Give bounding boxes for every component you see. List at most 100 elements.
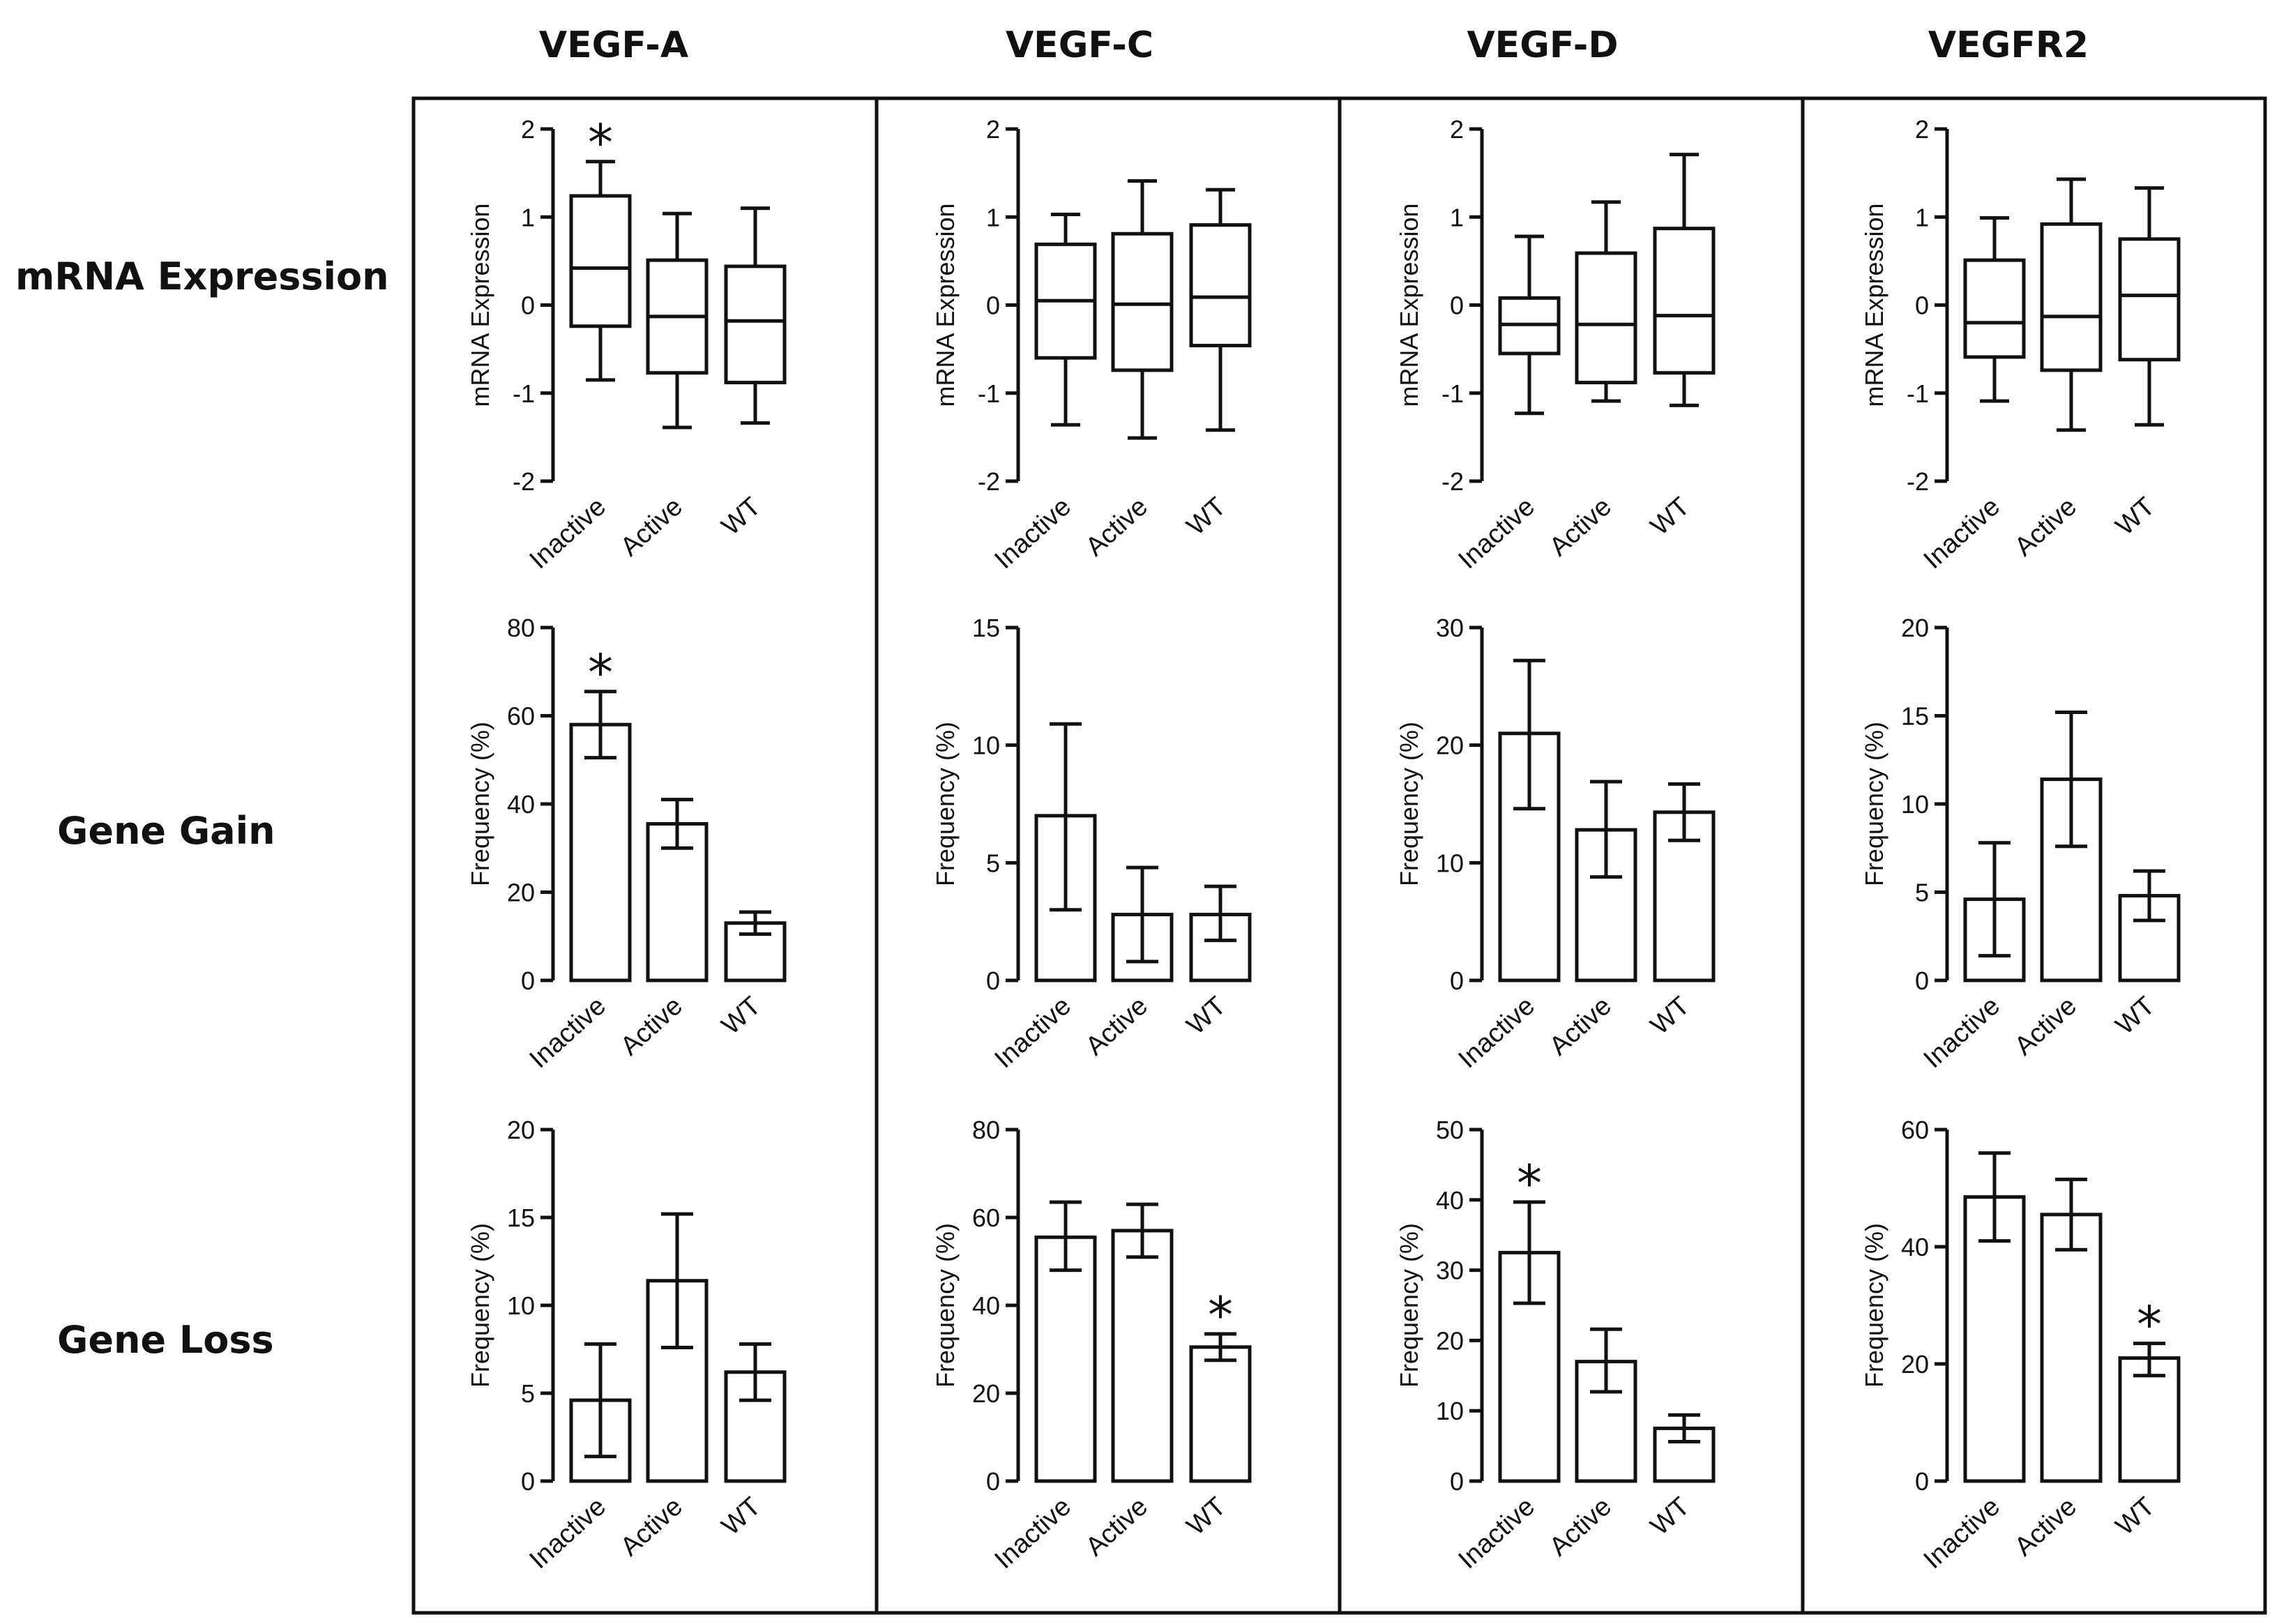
- chart-vegf-c-gene-loss-bar-inactive: [1034, 1235, 1097, 1483]
- chart-vegf-a-mrna-expression-x-tick-label-inactive: Inactive: [524, 492, 612, 575]
- chart-vegfr2-gene-loss-significance-marker-wt: *: [2137, 1296, 2162, 1354]
- chart-vegfr2-mrna-expression-y-tick-label: -1: [1907, 379, 1929, 408]
- chart-vegf-d-gene-gain-y-tick-label: 10: [1436, 849, 1464, 877]
- chart-vegf-c-gene-gain-y-tick-label: 15: [972, 614, 1000, 642]
- chart-vegfr2-gene-gain-y-tick-label: 15: [1901, 702, 1929, 731]
- chart-vegfr2-gene-gain-x-tick-label-active: Active: [2009, 991, 2082, 1061]
- chart-vegfr2-gene-loss-y-tick-label: 60: [1901, 1116, 1929, 1144]
- chart-vegf-d-gene-gain-y-tick-label: 20: [1436, 731, 1464, 760]
- chart-vegf-d-gene-loss-x-tick-label-inactive: Inactive: [1453, 1492, 1541, 1574]
- chart-vegf-d-gene-loss-significance-marker-inactive: *: [1517, 1154, 1542, 1213]
- chart-vegf-a-gene-gain-y-tick-label: 80: [507, 614, 535, 642]
- chart-vegf-d-mrna-expression-x-tick-label-wt: WT: [1645, 492, 1695, 541]
- chart-vegfr2-gene-gain-y-tick-label: 0: [1915, 966, 1929, 995]
- chart-vegf-d-mrna-expression-y-tick-label: 1: [1450, 203, 1464, 232]
- chart-vegf-a-mrna-expression-significance-marker-inactive: *: [588, 114, 613, 172]
- chart-vegf-d-gene-gain-x-tick-label-active: Active: [1544, 991, 1617, 1061]
- chart-vegf-a-gene-gain-bar-inactive: [569, 722, 632, 982]
- chart-vegf-c-gene-gain-y-axis-title: Frequency (%): [931, 722, 960, 886]
- chart-vegfr2-gene-gain-y-axis-title: Frequency (%): [1860, 722, 1888, 886]
- chart-vegf-a-gene-gain-y-tick-label: 60: [507, 702, 535, 731]
- chart-vegf-c-mrna-expression-y-tick-label: -1: [978, 379, 1000, 408]
- chart-vegf-a-gene-gain: 0 20 40 60 80 Frequency (%) * Inactive Active WT: [466, 614, 787, 1074]
- chart-vegfr2-gene-gain-x-tick-label-inactive: Inactive: [1918, 991, 2006, 1074]
- chart-vegf-d-mrna-expression-y-axis-title: mRNA Expression: [1395, 203, 1423, 407]
- chart-vegf-d-gene-loss-y-tick-label: 30: [1436, 1257, 1464, 1285]
- panel-frames: [411, 96, 2267, 1615]
- chart-vegf-c-mrna-expression-y-tick-label: 0: [986, 291, 1000, 320]
- chart-vegf-a-mrna-expression-y-tick-label: 2: [521, 115, 535, 144]
- chart-vegf-c-mrna-expression-box-active: [1111, 232, 1174, 372]
- chart-vegf-c-gene-loss: 0 20 40 60 80 Frequency (%) Inactive Active * WT: [931, 1116, 1252, 1574]
- row-title-mrna-expression: mRNA Expression: [15, 255, 389, 298]
- chart-vegf-c-mrna-expression-y-tick-label: 1: [986, 203, 1000, 232]
- chart-vegf-a-gene-loss-y-tick-label: 15: [507, 1204, 535, 1232]
- chart-vegf-c-mrna-expression-y-axis-title: mRNA Expression: [931, 203, 960, 407]
- chart-vegf-a-mrna-expression-y-tick-label: -2: [513, 467, 535, 496]
- chart-vegf-c-gene-loss-x-tick-label-inactive: Inactive: [990, 1492, 1077, 1574]
- chart-vegf-d-mrna-expression-y-tick-label: -2: [1441, 467, 1464, 496]
- column-title-vegfr2: VEGFR2: [1928, 24, 2089, 66]
- chart-vegf-c-mrna-expression-x-tick-label-active: Active: [1080, 492, 1153, 561]
- chart-vegf-d-gene-gain: 0 10 20 30 Frequency (%) Inactive Active WT: [1395, 614, 1716, 1074]
- chart-vegfr2-mrna-expression-y-axis-title: mRNA Expression: [1860, 203, 1888, 407]
- chart-vegf-a-gene-gain-y-tick-label: 0: [521, 966, 535, 995]
- chart-vegf-c-gene-loss-y-axis-title: Frequency (%): [931, 1223, 960, 1388]
- chart-vegf-d-mrna-expression-y-tick-label: -1: [1441, 379, 1464, 408]
- chart-vegfr2-gene-gain-y-tick-label: 5: [1915, 879, 1929, 907]
- chart-vegfr2-mrna-expression-y-tick-label: 1: [1915, 203, 1929, 232]
- chart-vegf-c-mrna-expression-x-tick-label-inactive: Inactive: [990, 492, 1077, 575]
- chart-vegf-c-gene-gain-x-tick-label-inactive: Inactive: [990, 991, 1077, 1074]
- chart-vegf-a-gene-loss-x-tick-label-inactive: Inactive: [524, 1492, 612, 1574]
- chart-vegf-c-gene-loss-y-tick-label: 60: [972, 1204, 1000, 1232]
- chart-vegf-c-gene-gain-y-tick-label: 10: [972, 731, 1000, 760]
- chart-vegf-a-mrna-expression: -2 -1 0 1 2 mRNA Expression * Inactive Active WT: [466, 114, 787, 575]
- chart-vegf-a-mrna-expression-box-wt: [724, 264, 787, 385]
- chart-vegf-c-gene-loss-y-tick-label: 20: [972, 1379, 1000, 1408]
- chart-vegf-c-mrna-expression: -2 -1 0 1 2 mRNA Expression Inactive Active WT: [931, 115, 1252, 575]
- chart-vegfr2-gene-loss-x-tick-label-inactive: Inactive: [1918, 1492, 2006, 1574]
- chart-vegf-a-mrna-expression-x-tick-label-active: Active: [615, 492, 688, 561]
- chart-vegf-c-mrna-expression-x-tick-label-wt: WT: [1181, 492, 1232, 541]
- chart-vegfr2-gene-gain-y-tick-label: 10: [1901, 790, 1929, 819]
- chart-vegf-a-gene-loss-y-axis-title: Frequency (%): [466, 1223, 494, 1388]
- chart-vegf-d-mrna-expression-y-tick-label: 0: [1450, 291, 1464, 320]
- chart-vegf-c-gene-loss-y-tick-label: 80: [972, 1116, 1000, 1144]
- chart-vegf-d-gene-loss-y-tick-label: 40: [1436, 1186, 1464, 1215]
- chart-vegf-c-gene-gain-y-tick-label: 0: [986, 966, 1000, 995]
- chart-vegf-d-gene-loss-y-axis-title: Frequency (%): [1395, 1223, 1423, 1388]
- chart-vegf-d-gene-gain-y-tick-label: 30: [1436, 614, 1464, 642]
- chart-vegf-c-gene-loss-bar-active: [1111, 1229, 1174, 1483]
- chart-vegf-a-gene-gain-x-tick-label-inactive: Inactive: [524, 991, 612, 1074]
- titles: VEGF-A VEGF-C VEGF-D VEGFR2 mRNA Express…: [15, 24, 2089, 1362]
- chart-vegf-d-gene-gain-y-tick-label: 0: [1450, 966, 1464, 995]
- chart-vegf-c-gene-gain-x-tick-label-active: Active: [1080, 991, 1153, 1061]
- chart-vegf-a-mrna-expression-y-axis-title: mRNA Expression: [466, 203, 494, 407]
- chart-vegfr2-mrna-expression-y-tick-label: 0: [1915, 291, 1929, 320]
- chart-vegf-d-mrna-expression-x-tick-label-active: Active: [1544, 492, 1617, 561]
- chart-vegf-c-gene-loss-y-tick-label: 0: [986, 1467, 1000, 1496]
- chart-vegf-c-gene-loss-bar-wt: [1189, 1345, 1252, 1483]
- chart-vegfr2-mrna-expression-box-wt: [2118, 237, 2181, 362]
- chart-vegfr2-mrna-expression-box-inactive: [1963, 258, 2026, 359]
- chart-vegfr2-gene-loss-y-axis-title: Frequency (%): [1860, 1223, 1888, 1388]
- chart-vegf-a-mrna-expression-x-tick-label-wt: WT: [716, 492, 766, 541]
- chart-vegf-a-mrna-expression-y-tick-label: 0: [521, 291, 535, 320]
- chart-vegf-a-gene-gain-x-tick-label-active: Active: [615, 991, 688, 1061]
- chart-vegf-a-mrna-expression-y-tick-label: 1: [521, 203, 535, 232]
- chart-vegf-d-gene-loss-y-tick-label: 10: [1436, 1397, 1464, 1425]
- chart-vegf-d-gene-gain-y-axis-title: Frequency (%): [1395, 722, 1423, 886]
- chart-vegf-c-gene-loss-significance-marker-wt: *: [1208, 1286, 1233, 1344]
- chart-vegfr2-gene-loss-y-tick-label: 40: [1901, 1233, 1929, 1261]
- chart-vegf-a-gene-loss-x-tick-label-active: Active: [615, 1492, 688, 1561]
- chart-vegf-c-gene-gain-y-tick-label: 5: [986, 849, 1000, 877]
- chart-vegf-d-mrna-expression-box-active: [1575, 251, 1637, 385]
- chart-vegfr2-mrna-expression-x-tick-label-wt: WT: [2110, 492, 2160, 541]
- chart-vegf-d-mrna-expression-y-tick-label: 2: [1450, 115, 1464, 144]
- chart-vegf-c-gene-loss-x-tick-label-wt: WT: [1181, 1492, 1232, 1541]
- chart-vegfr2-mrna-expression-x-tick-label-active: Active: [2009, 492, 2082, 561]
- chart-vegfr2-mrna-expression: -2 -1 0 1 2 mRNA Expression Inactive Active WT: [1860, 115, 2181, 575]
- chart-vegf-a-gene-gain-x-tick-label-wt: WT: [716, 991, 766, 1040]
